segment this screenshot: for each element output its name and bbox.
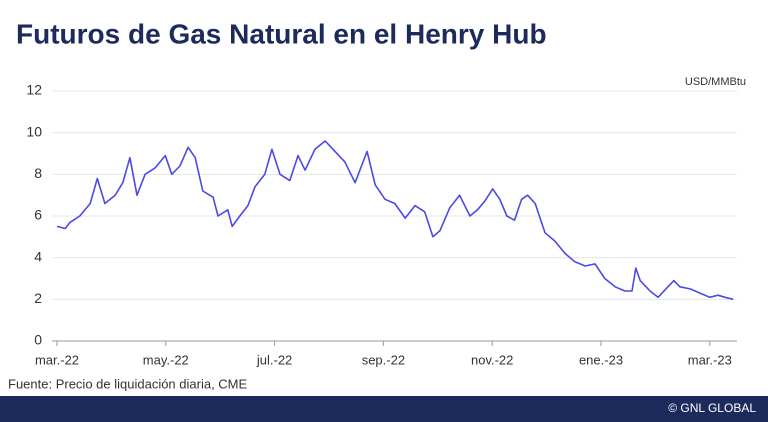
- y-tick-label: 2: [34, 290, 42, 306]
- credit: © GNL GLOBAL: [668, 401, 756, 415]
- chart-title: Futuros de Gas Natural en el Henry Hub: [16, 18, 547, 49]
- y-tick-label: 10: [26, 123, 42, 139]
- footer-bar: [0, 396, 768, 422]
- y-tick-label: 8: [34, 165, 42, 181]
- y-tick-label: 6: [34, 207, 42, 223]
- x-tick-label: nov.-22: [471, 352, 513, 367]
- x-tick-label: ene.-23: [579, 352, 623, 367]
- data-line: [56, 140, 734, 301]
- x-tick-label: mar.-23: [688, 352, 732, 367]
- y-unit: USD/MMBtu: [685, 76, 746, 88]
- y-tick-label: 0: [34, 332, 42, 348]
- y-tick-label: 4: [34, 248, 42, 264]
- x-tick-label: sep.-22: [362, 352, 405, 367]
- source: Fuente: Precio de liquidación diaria, CM…: [8, 376, 248, 391]
- x-tick-label: jul.-22: [256, 352, 292, 367]
- y-tick-label: 12: [26, 82, 42, 98]
- x-tick-label: mar.-22: [35, 352, 79, 367]
- x-tick-label: may.-22: [143, 352, 189, 367]
